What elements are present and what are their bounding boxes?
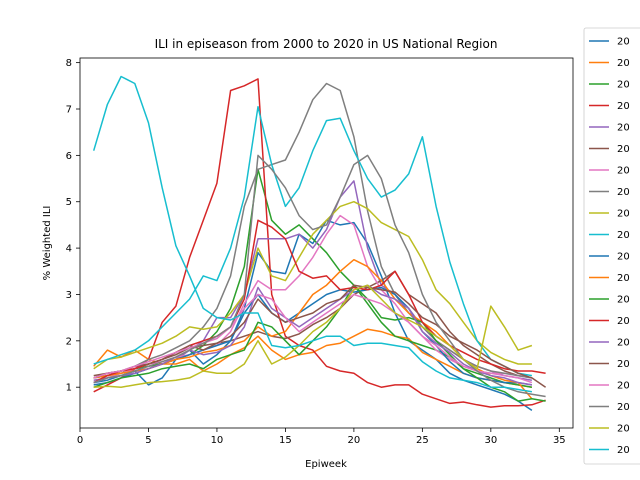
chart-title: ILI in episeason from 2000 to 2020 in US… (155, 37, 498, 51)
y-tick-label: 7 (66, 105, 72, 116)
x-axis-title: Epiweek (305, 459, 347, 470)
legend-label: 20 (617, 445, 630, 456)
y-tick-label: 1 (66, 383, 72, 394)
legend-label: 20 (617, 230, 630, 241)
series-line-10 (93, 105, 533, 377)
x-tick-label: 15 (279, 435, 292, 446)
series-line-19 (93, 284, 533, 388)
x-tick-label: 10 (211, 435, 224, 446)
legend-label: 20 (617, 123, 630, 134)
x-tick-label: 35 (553, 435, 566, 446)
legend-label: 20 (617, 58, 630, 69)
legend-label: 20 (617, 166, 630, 177)
legend-label: 20 (617, 316, 630, 327)
legend-label: 20 (617, 424, 630, 435)
legend-label: 20 (617, 273, 630, 284)
legend-label: 20 (617, 338, 630, 349)
series-line-15 (93, 284, 533, 386)
legend-label: 20 (617, 381, 630, 392)
series-line-2 (93, 328, 533, 388)
series-layer (92, 75, 547, 412)
y-tick-label: 6 (66, 151, 72, 162)
y-tick-label: 5 (66, 197, 72, 208)
series-line-9 (93, 200, 532, 370)
plot-frame (79, 57, 574, 429)
axis-layer: 0 5 10 15 20 25 30 35 1 2 3 4 5 6 7 8 (66, 58, 566, 446)
legend-label: 20 (617, 187, 630, 198)
legend-label: 20 (617, 37, 630, 48)
series-line-16 (93, 284, 547, 388)
x-tick-label: 0 (77, 435, 83, 446)
series-line-13 (93, 284, 546, 402)
series-line-17 (93, 293, 533, 384)
series-line-4 (93, 78, 546, 408)
x-tick-label: 30 (484, 435, 497, 446)
y-axis-title: % Weighted ILI (42, 206, 53, 281)
series-line-18 (93, 154, 546, 398)
y-tick-label: 4 (66, 244, 72, 255)
legend-label: 20 (617, 144, 630, 155)
series-line-20 (92, 75, 533, 393)
series-line-8 (93, 82, 533, 379)
legend-label: 20 (617, 359, 630, 370)
legend-label: 20 (617, 209, 630, 220)
legend-label: 20 (617, 252, 630, 263)
x-tick-label: 20 (348, 435, 361, 446)
y-tick-label: 8 (66, 58, 72, 69)
legend-label: 20 (617, 295, 630, 306)
legend-label: 20 (617, 402, 630, 413)
legend-label: 20 (617, 101, 630, 112)
x-tick-label: 25 (416, 435, 429, 446)
legend-label: 20 (617, 80, 630, 91)
legend: 20 20 20 20 20 20 20 20 20 20 20 20 20 20 20 20 20 20 20 20 (583, 27, 640, 465)
y-tick-label: 3 (66, 290, 72, 301)
series-line-1 (93, 219, 533, 412)
x-tick-label: 5 (145, 435, 151, 446)
legend-box (583, 27, 640, 465)
y-tick-label: 2 (66, 336, 72, 347)
